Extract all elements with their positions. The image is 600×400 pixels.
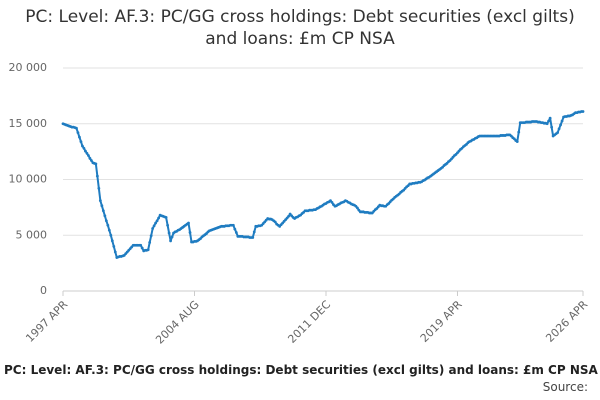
x-tick-label: 2004 AUG [153,298,202,347]
data-point [139,243,143,247]
data-point [88,156,92,160]
data-point [157,216,161,220]
data-point [515,140,519,143]
data-point [152,224,156,228]
y-tick-label: 15 000 [9,117,48,130]
data-point [148,241,152,244]
y-tick-label: 10 000 [9,173,48,186]
data-point [560,119,564,123]
data-point [140,246,144,250]
y-tick-label: 0 [40,284,47,297]
data-point [104,219,108,223]
y-tick-label: 5 000 [16,228,48,241]
data-point [106,223,110,227]
data-point [85,151,89,155]
data-point [81,144,84,148]
data-point [107,228,111,232]
data-point [517,130,521,134]
data-point [556,131,559,135]
y-tick-label: 20 000 [9,61,48,74]
data-point [151,227,155,230]
data-point [252,230,256,234]
data-point [169,239,172,243]
data-point [100,204,104,208]
data-point [233,227,237,231]
data-point [76,131,80,135]
data-point [330,200,334,204]
data-point [109,233,113,237]
data-point [170,235,174,239]
data-point [545,122,549,126]
data-point [581,110,585,113]
data-point [146,248,150,252]
data-point [188,231,192,234]
footer: PC: Level: AF.3: PC/GG cross holdings: D… [4,363,598,377]
x-tick-label: 1997 APR [23,298,70,345]
data-point [101,209,105,213]
data-point [84,149,87,153]
data-point [154,221,158,225]
data-point [94,162,98,166]
data-point [164,216,168,219]
data-point [95,174,99,178]
data-point [155,219,159,223]
x-tick-label: 2026 APR [543,298,590,345]
data-point [251,236,255,239]
x-tick-label: 2019 APR [418,298,465,345]
data-point [110,239,114,243]
data-point [113,250,117,254]
data-point [559,123,562,127]
data-point [166,223,169,227]
data-point [78,135,81,139]
data-point [231,223,235,227]
data-point [547,119,551,123]
data-point [548,116,552,120]
data-point [89,159,93,162]
data-point [557,127,561,131]
data-point [98,199,102,203]
data-point [234,231,238,234]
data-point [287,214,291,218]
data-point [82,146,86,150]
data-point [187,221,190,225]
data-point [112,245,116,248]
x-tick-label: 2011 DEC [285,298,333,346]
chart-title: PC: Level: AF.3: PC/GG cross holdings: D… [25,7,575,49]
data-point [79,140,83,143]
data-point [103,214,107,218]
data-point [97,187,101,190]
data-point [149,234,153,238]
data-point [355,206,359,210]
source: Source: [542,380,588,394]
data-point [87,154,90,157]
data-point [550,125,554,129]
data-point [167,231,171,235]
data-point [75,126,78,130]
data-point [273,220,277,224]
